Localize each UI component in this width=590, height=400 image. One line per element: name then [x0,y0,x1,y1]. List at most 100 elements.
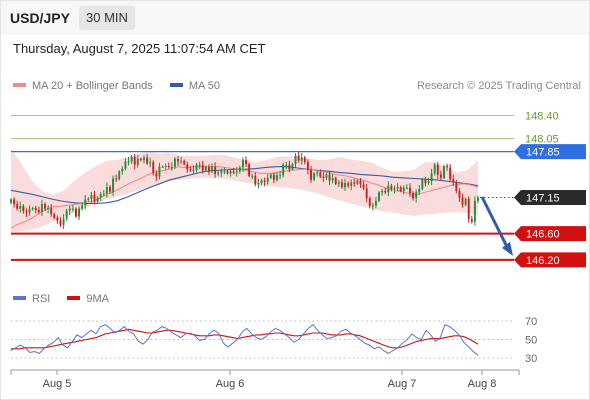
candles-layer [10,152,479,230]
research-credit: Research © 2025 Trading Central [416,80,581,92]
candle-body [350,182,353,186]
candle-body [359,180,362,185]
projection-arrow-shaft [480,196,510,250]
candle [328,171,331,185]
candle [211,163,213,174]
candle [50,204,53,217]
candle [118,169,121,181]
price-legend: MA 20 + Bollinger Bands MA 50 [13,80,234,92]
candle [25,208,28,218]
candle [93,190,96,205]
candle [427,177,430,185]
candle-body [344,183,346,188]
candle-body [402,187,405,191]
candle-body [44,204,46,209]
candle [74,207,77,218]
candle-body [381,190,384,193]
candle [303,155,306,165]
level-labels-layer: 148.40 148.05 147.85 147.15 146.60 146.20 [514,111,586,268]
candle [477,195,479,204]
candle-body [297,155,300,161]
candle-body [189,169,192,171]
candle-body [139,158,142,161]
candle [133,153,136,170]
candle [13,197,16,208]
bollinger-band-layer [11,148,478,233]
candle-body [158,166,161,177]
candle-body [390,185,393,190]
candle [421,177,424,191]
legend-item-ma50: MA 50 [169,80,220,92]
candle-body [25,211,28,213]
candle [87,197,90,202]
x-tick-label: Aug 7 [388,378,417,390]
candle [402,185,405,195]
candle-body [439,174,442,178]
candle [362,181,365,191]
candle [300,153,303,165]
candle [173,156,176,170]
candle-body [251,175,254,177]
candle-body [393,188,396,190]
rsi-tick-70: 70 [525,316,537,328]
candle [99,191,102,201]
candle-body [257,183,260,185]
candle [359,178,362,188]
candle-body [322,176,325,178]
x-tick-label: Aug 5 [43,378,72,390]
candle-body [365,188,368,199]
candle [28,205,31,216]
candle [455,179,458,194]
candle-body [328,174,331,181]
candle-body [399,187,402,191]
candle [195,162,198,173]
candle-body [50,208,53,214]
candle [124,158,127,171]
candle [260,178,263,186]
candle [16,200,19,211]
candle-body [340,182,343,188]
candle-body [87,198,90,200]
rsi-tick-30: 30 [525,353,537,365]
level-label-146-60: 146.60 [526,229,560,241]
candle [396,183,399,192]
candle-body [149,162,152,164]
candle [337,180,340,188]
candle [371,202,374,211]
candle [412,191,415,201]
candle [37,206,40,214]
candle-body [374,200,377,206]
candle-body [81,205,84,209]
candle [84,195,87,210]
candle [272,172,275,184]
candle-body [143,157,145,161]
candle-body [331,177,334,181]
timestamp: Thursday, August 7, 2025 11:07:54 AM CET [13,41,266,56]
candle-body [443,166,445,178]
timeframe-button[interactable]: 30 MIN [79,6,135,30]
legend-item-9ma: 9MA [67,293,109,305]
rsi-tick-50: 50 [525,335,537,347]
rsi-legend: RSI 9MA [13,293,123,305]
candle [405,184,408,190]
candle-body [325,174,328,178]
candle [439,170,442,181]
candle [313,171,316,182]
candle [214,162,217,178]
candle [102,190,105,197]
candle-body [238,167,241,172]
candle [204,165,207,172]
candle-body [303,157,306,163]
candle-body [446,166,449,168]
candle [294,153,297,168]
candle-body [22,206,25,212]
level-tag-146-20 [514,252,586,268]
legend-swatch-ma20 [13,83,26,88]
candle [22,204,25,214]
candle-body [183,160,186,165]
legend-label-rsi: RSI [32,293,51,305]
candle-body [217,172,220,174]
candle [319,169,322,179]
candle [143,155,145,164]
candle-body [124,161,127,169]
